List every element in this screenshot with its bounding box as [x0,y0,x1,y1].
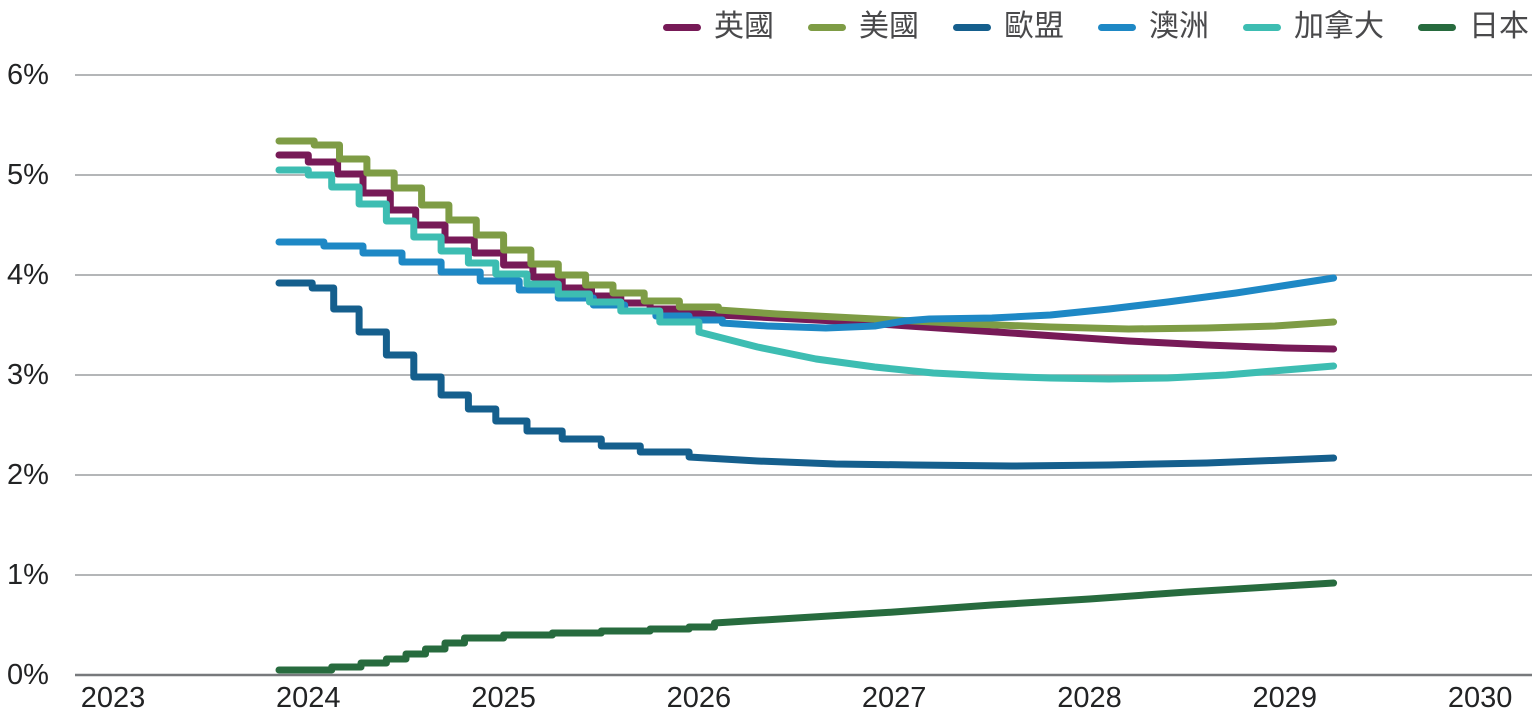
y-axis-label: 6% [7,59,49,91]
y-axis-label: 4% [7,259,49,291]
y-axis-label: 3% [7,359,49,391]
legend-item-us: 美國 [808,10,919,44]
x-axis-label: 2023 [80,682,146,714]
legend-item-eu: 歐盟 [953,10,1064,44]
x-axis-label: 2027 [861,682,927,714]
x-axis-label: 2030 [1447,682,1513,714]
chart-legend: 英國 美國 歐盟 澳洲 加拿大 日本 [663,10,1529,44]
legend-item-au: 澳洲 [1098,10,1209,44]
legend-label: 澳洲 [1149,10,1209,43]
legend-swatch-icon [953,23,991,31]
legend-item-uk: 英國 [663,10,774,44]
x-axis-label: 2025 [471,682,536,714]
legend-item-jp: 日本 [1418,10,1529,44]
legend-label: 歐盟 [1004,10,1064,43]
legend-item-ca: 加拿大 [1243,10,1384,44]
series-line-uk [275,151,1338,353]
legend-swatch-icon [808,23,846,31]
legend-label: 英國 [714,10,774,43]
legend-label: 日本 [1469,10,1529,43]
legend-swatch-icon [1243,23,1281,31]
series-line-eu [275,279,1338,470]
x-axis-label: 2028 [1057,682,1122,714]
series-lines [275,137,1338,674]
y-axis-label: 0% [7,659,49,691]
x-axis-label: 2024 [276,682,341,714]
series-line-ca [275,166,1338,383]
y-axis-label: 5% [7,159,49,191]
legend-swatch-icon [1098,23,1136,31]
legend-swatch-icon [663,23,701,31]
y-axis-label: 1% [7,559,49,591]
y-axis-label: 2% [7,459,49,491]
series-line-jp [275,579,1338,674]
legend-label: 美國 [859,10,919,43]
x-axis-label: 2029 [1252,682,1318,714]
legend-swatch-icon [1418,23,1456,31]
series-line-us [275,137,1338,333]
legend-label: 加拿大 [1294,10,1384,43]
x-axis-label: 2026 [666,682,732,714]
